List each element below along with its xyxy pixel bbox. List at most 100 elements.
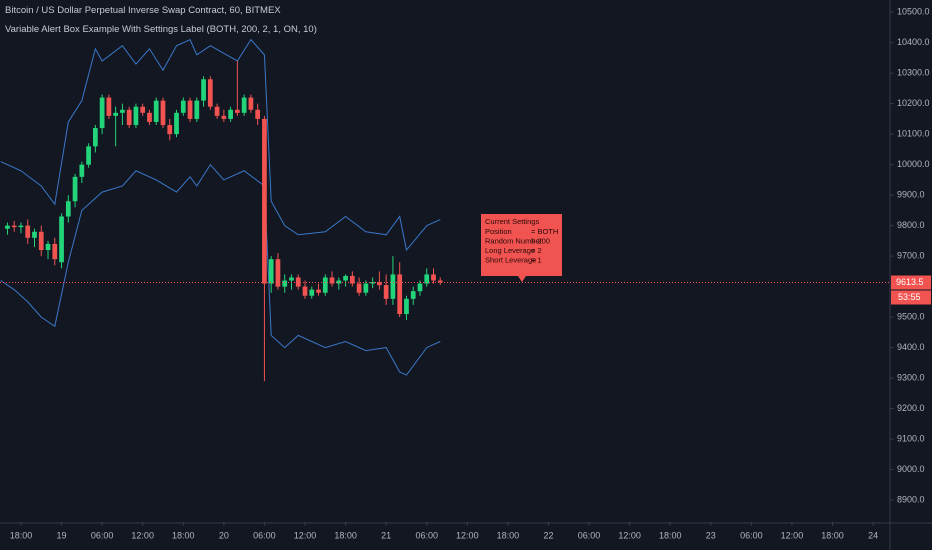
candle-body bbox=[383, 285, 389, 299]
candle-body bbox=[424, 274, 430, 284]
candle-body bbox=[201, 79, 206, 101]
y-tick-label: 9700.0 bbox=[897, 250, 925, 260]
x-tick-label: 12:00 bbox=[618, 530, 641, 540]
candle-body bbox=[160, 100, 166, 126]
candle-body bbox=[59, 216, 64, 263]
candle-body bbox=[248, 97, 254, 110]
candle-body bbox=[86, 146, 91, 165]
x-tick-label: 12:00 bbox=[456, 530, 479, 540]
candle-body bbox=[72, 176, 78, 202]
y-tick-label: 9500.0 bbox=[897, 311, 925, 321]
x-tick-label: 18:00 bbox=[172, 530, 195, 540]
x-tick-label: 18:00 bbox=[659, 530, 682, 540]
candle-body bbox=[79, 164, 85, 177]
x-tick-label: 06:00 bbox=[740, 530, 763, 540]
y-tick-label: 9200.0 bbox=[897, 403, 925, 413]
chart-subtitle: Variable Alert Box Example With Settings… bbox=[5, 24, 317, 35]
countdown-box bbox=[891, 290, 931, 305]
candle-body bbox=[241, 97, 247, 113]
candle-body bbox=[356, 283, 362, 293]
x-tick-label: 20 bbox=[219, 530, 229, 540]
settings-key: Short Leverage bbox=[485, 255, 536, 264]
settings-key: Position bbox=[485, 227, 512, 236]
candle-body bbox=[187, 100, 193, 119]
candle-body bbox=[140, 106, 146, 113]
x-tick-label: 18:00 bbox=[497, 530, 520, 540]
candle-body bbox=[228, 109, 233, 119]
candle-body bbox=[174, 112, 179, 135]
x-tick-label: 23 bbox=[706, 530, 716, 540]
x-tick-label: 06:00 bbox=[91, 530, 114, 540]
x-tick-label: 12:00 bbox=[294, 530, 317, 540]
y-tick-label: 9900.0 bbox=[897, 190, 925, 200]
settings-value: = 1 bbox=[531, 255, 542, 264]
candle-body bbox=[343, 275, 348, 281]
settings-key: Long Leverage bbox=[485, 246, 535, 255]
candle-body bbox=[92, 128, 98, 147]
band-line bbox=[0, 163, 441, 376]
y-tick-label: 9400.0 bbox=[897, 342, 925, 352]
candle-body bbox=[221, 115, 227, 119]
countdown-label: 53:55 bbox=[898, 292, 921, 302]
candle-body bbox=[363, 283, 369, 293]
candle-body bbox=[113, 112, 119, 116]
candle-body bbox=[349, 275, 355, 284]
candle-body bbox=[282, 280, 288, 287]
candle-body bbox=[207, 79, 213, 107]
x-tick-label: 21 bbox=[381, 530, 391, 540]
candle-body bbox=[316, 289, 321, 293]
settings-title: Current Settings bbox=[485, 217, 539, 226]
x-tick-label: 19 bbox=[57, 530, 67, 540]
band-line bbox=[0, 38, 441, 252]
x-tick-label: 18:00 bbox=[334, 530, 357, 540]
y-tick-label: 10500.0 bbox=[897, 7, 930, 17]
candle-body bbox=[99, 97, 105, 129]
candle-body bbox=[336, 280, 342, 284]
candle-body bbox=[410, 291, 416, 299]
candle-body bbox=[404, 298, 409, 315]
y-tick-label: 9000.0 bbox=[897, 464, 925, 474]
settings-value: = 200 bbox=[531, 236, 550, 245]
y-tick-label: 10200.0 bbox=[897, 98, 930, 108]
candle-body bbox=[25, 225, 31, 238]
candle-body bbox=[153, 100, 159, 122]
y-tick-label: 10000.0 bbox=[897, 159, 930, 169]
candle-body bbox=[65, 201, 71, 217]
y-tick-label: 10300.0 bbox=[897, 68, 930, 78]
x-tick-label: 06:00 bbox=[415, 530, 438, 540]
candle-body bbox=[167, 125, 173, 135]
candle-body bbox=[106, 97, 112, 116]
last-price-box bbox=[891, 275, 931, 290]
candle-body bbox=[377, 282, 382, 286]
candle-body bbox=[214, 106, 220, 116]
candle-body bbox=[289, 277, 294, 281]
candle-body bbox=[309, 289, 315, 296]
candle-body bbox=[52, 243, 58, 260]
x-tick-label: 12:00 bbox=[131, 530, 154, 540]
chart-title: Bitcoin / US Dollar Perpetual Inverse Sw… bbox=[5, 5, 281, 16]
candle-body bbox=[255, 109, 261, 119]
candle-body bbox=[322, 277, 328, 293]
candle-body bbox=[194, 100, 200, 119]
x-tick-label: 18:00 bbox=[821, 530, 844, 540]
candle-body bbox=[45, 243, 51, 251]
x-tick-label: 06:00 bbox=[578, 530, 601, 540]
candle-body bbox=[397, 274, 403, 315]
y-tick-label: 10100.0 bbox=[897, 129, 930, 139]
candle-body bbox=[437, 280, 443, 283]
y-tick-label: 10400.0 bbox=[897, 37, 930, 47]
y-tick-label: 9100.0 bbox=[897, 433, 925, 443]
candle-body bbox=[133, 106, 139, 126]
candle-body bbox=[147, 112, 152, 122]
x-tick-label: 18:00 bbox=[10, 530, 33, 540]
y-tick-label: 9800.0 bbox=[897, 220, 925, 230]
candle-body bbox=[275, 259, 281, 287]
candle-body bbox=[18, 225, 24, 228]
last-price-label: 9613.5 bbox=[896, 277, 924, 287]
settings-value: = BOTH bbox=[531, 227, 558, 236]
y-tick-label: 9300.0 bbox=[897, 372, 925, 382]
x-tick-label: 06:00 bbox=[253, 530, 276, 540]
settings-label-box bbox=[481, 214, 562, 282]
